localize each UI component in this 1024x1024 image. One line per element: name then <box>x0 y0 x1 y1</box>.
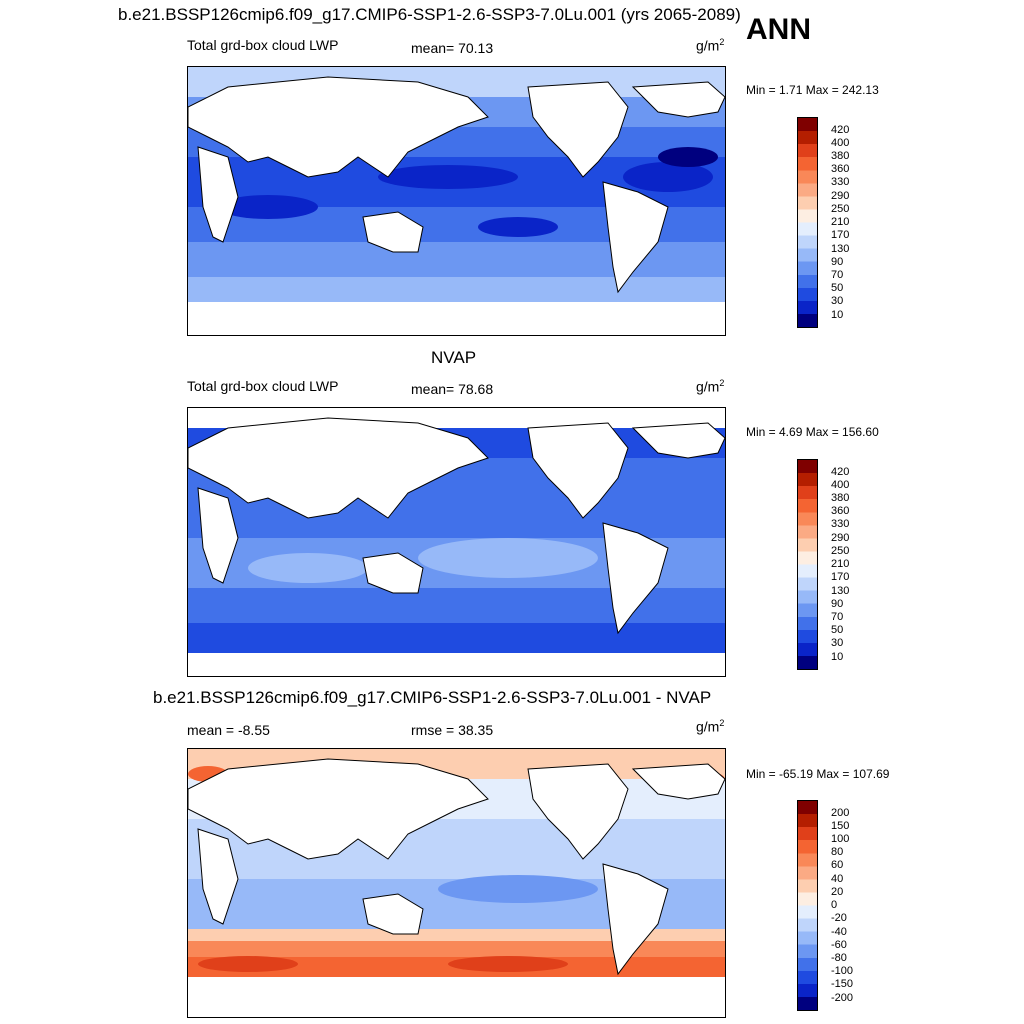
panel-model-colorbar-label: 90 <box>831 256 844 268</box>
panel-obs-colorbar-label: 10 <box>831 651 844 663</box>
panel-model-colorbar-label: 10 <box>831 309 844 321</box>
panel-obs-colorbar-label: 420 <box>831 466 850 478</box>
panel-model-colorbar-label: 360 <box>831 163 850 175</box>
panel-obs-colorbar-label: 330 <box>831 518 850 530</box>
panel-model-colorbar-label: 130 <box>831 243 850 255</box>
panel-model-colorbar-label: 70 <box>831 269 844 281</box>
panel-diff-minmax: Min = -65.19 Max = 107.69 <box>746 767 890 781</box>
panel-model-colorbar-label: 50 <box>831 282 844 294</box>
panel-obs-colorbar: 420 400 380 360 330 290 250 210 170 130 … <box>797 459 857 670</box>
panel-diff-colorbar-label: 20 <box>831 886 844 898</box>
panel-obs-colorbar-label: 210 <box>831 558 850 570</box>
panel-diff-mean-label: mean = -8.55 <box>187 722 270 738</box>
panel-model-minmax: Min = 1.71 Max = 242.13 <box>746 83 879 97</box>
panel-diff-colorbar-label: -60 <box>831 939 847 951</box>
panel-diff-colorbar-label: -200 <box>831 992 854 1004</box>
panel-model-colorbar-label: 400 <box>831 137 850 149</box>
panel-model-variable-label: Total grd-box cloud LWP <box>187 37 339 53</box>
panel-diff-colorbar-label: -40 <box>831 926 847 938</box>
panel-obs-colorbar-label: 70 <box>831 611 844 623</box>
panel-obs-colorbar-label: 250 <box>831 545 850 557</box>
season-label: ANN <box>746 13 811 46</box>
panel-obs-mean-label: mean= 78.68 <box>411 381 494 397</box>
panel-obs-map <box>187 407 726 677</box>
panel-obs-colorbar-label: 170 <box>831 571 850 583</box>
panel-diff-rmse-label: rmse = 38.35 <box>411 722 494 738</box>
panel-obs-title: NVAP <box>431 348 477 367</box>
panel-model-colorbar-label: 420 <box>831 124 850 136</box>
panel-diff-colorbar-label: 200 <box>831 807 850 819</box>
panel-obs-colorbar-label: 400 <box>831 479 850 491</box>
panel-diff-units: g/m2 <box>696 718 725 735</box>
panel-diff-colorbar-label: 100 <box>831 833 850 845</box>
panel-model-colorbar-label: 250 <box>831 203 850 215</box>
panel-diff-map <box>187 748 726 1018</box>
panel-model-colorbar-label: 210 <box>831 216 850 228</box>
panel-model-colorbar-label: 30 <box>831 295 844 307</box>
panel-model-mean-label: mean= 70.13 <box>411 40 494 56</box>
panel-model-map <box>187 66 726 336</box>
plot-title: b.e21.BSSP126cmip6.f09_g17.CMIP6-SSP1-2.… <box>118 5 741 24</box>
panel-model-colorbar-label: 170 <box>831 229 850 241</box>
panel-diff-colorbar-label: -150 <box>831 978 854 990</box>
panel-model-colorbar: 420 400 380 360 330 290 250 210 170 130 … <box>797 117 857 328</box>
panel-diff-colorbar-label: -20 <box>831 912 847 924</box>
panel-obs-units: g/m2 <box>696 378 725 395</box>
panel-obs-colorbar-label: 130 <box>831 585 850 597</box>
panel-diff-colorbar: 200 150 100 80 60 40 20 0 -20 -40 -60 -8… <box>797 800 857 1011</box>
panel-model-units: g/m2 <box>696 37 725 54</box>
panel-diff-colorbar-label: 60 <box>831 859 844 871</box>
panel-diff-colorbar-label: 150 <box>831 820 850 832</box>
panel-diff-colorbar-label: -80 <box>831 952 847 964</box>
panel-obs-colorbar-label: 360 <box>831 505 850 517</box>
panel-obs-colorbar-label: 30 <box>831 637 844 649</box>
panel-diff-colorbar-label: 0 <box>831 899 838 911</box>
panel-model-colorbar-label: 380 <box>831 150 850 162</box>
panel-obs-colorbar-label: 50 <box>831 624 844 636</box>
panel-obs-colorbar-label: 290 <box>831 532 850 544</box>
panel-obs-minmax: Min = 4.69 Max = 156.60 <box>746 425 879 439</box>
panel-model-colorbar-label: 330 <box>831 176 850 188</box>
panel-diff-colorbar-label: -100 <box>831 965 854 977</box>
panel-diff-colorbar-label: 80 <box>831 846 844 858</box>
panel-model-colorbar-label: 290 <box>831 190 850 202</box>
panel-obs-variable-label: Total grd-box cloud LWP <box>187 378 339 394</box>
panel-obs-colorbar-label: 380 <box>831 492 850 504</box>
panel-diff-title: b.e21.BSSP126cmip6.f09_g17.CMIP6-SSP1-2.… <box>153 688 712 707</box>
panel-diff-colorbar-label: 40 <box>831 873 844 885</box>
panel-obs-colorbar-label: 90 <box>831 598 844 610</box>
